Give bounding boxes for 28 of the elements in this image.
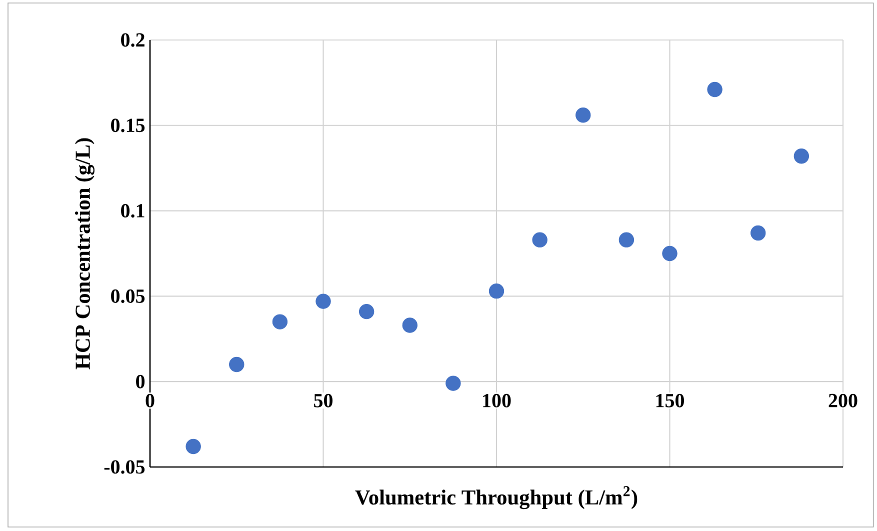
y-tick-label: 0	[136, 374, 145, 388]
x-tick-label: 0	[146, 394, 154, 408]
y-tick-label: 0.05	[111, 289, 145, 303]
point	[662, 246, 678, 262]
y-axis-title: HCP Concentration (g/L)	[74, 138, 94, 370]
point	[750, 225, 766, 241]
point	[618, 232, 634, 248]
point	[446, 376, 461, 391]
y-tick-label: 0.2	[121, 33, 144, 47]
x-tick-label: 200	[828, 394, 858, 408]
y-tick-label: 0.15	[111, 118, 145, 132]
y-tick-label: 0.1	[121, 204, 144, 218]
x-tick-label: 150	[656, 394, 684, 408]
point	[532, 232, 548, 248]
point	[707, 82, 722, 98]
x-tick-label: 50	[314, 394, 332, 408]
point	[402, 318, 418, 333]
x-tick-label: 100	[483, 394, 511, 408]
point	[794, 148, 810, 164]
point	[229, 356, 244, 372]
x-axis-title: Volumetric Throughput (L/m$^{2}$)	[355, 486, 638, 510]
point	[272, 314, 288, 330]
point	[186, 438, 201, 454]
point	[316, 294, 331, 309]
y-tick-label: -0.05	[104, 460, 145, 474]
point	[576, 108, 591, 123]
point	[358, 304, 374, 320]
point	[488, 283, 504, 299]
